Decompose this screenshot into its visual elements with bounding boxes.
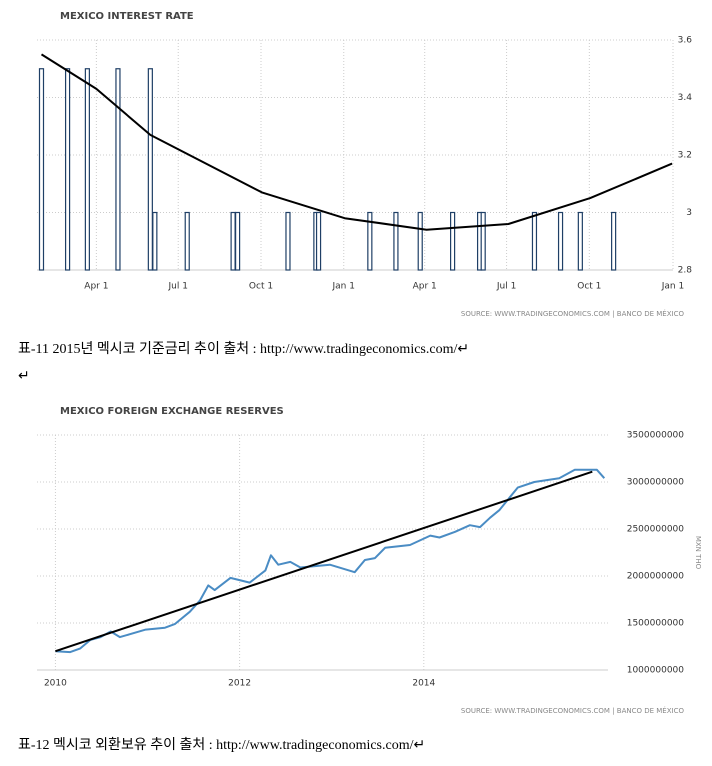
y-axis-label: MXN THO: [694, 536, 702, 570]
bar: [393, 211, 399, 271]
bar: [235, 211, 241, 271]
x-tick-label: Jul 1: [496, 282, 516, 292]
bar: [480, 211, 486, 271]
y-tick-label: 3500000000: [627, 431, 685, 441]
bar: [417, 211, 423, 271]
y-tick-label: 3.6: [678, 36, 693, 46]
bar: [147, 68, 153, 271]
line: [55, 470, 593, 653]
bar: [184, 211, 190, 271]
bar: [285, 211, 291, 271]
bar: [577, 211, 583, 271]
bar: [367, 211, 373, 271]
caption: 표-11 2015년 멕시코 기준금리 추이 출처 : http://www.t…: [18, 341, 469, 357]
y-tick-label: 3.4: [678, 93, 693, 103]
bar: [450, 211, 456, 271]
line: [40, 53, 673, 231]
caption: 표-12 멕시코 외환보유 추이 출처 : http://www.trading…: [18, 737, 425, 753]
bar: [38, 68, 45, 271]
bar: [315, 211, 322, 271]
bar: [84, 68, 90, 271]
y-tick-label: 2.8: [678, 266, 693, 276]
x-tick-label: 2010: [44, 679, 67, 689]
bar: [64, 68, 71, 271]
x-tick-label: 2012: [228, 679, 251, 689]
bar: [152, 211, 158, 271]
y-tick-label: 3: [686, 208, 692, 218]
chart-title: MEXICO FOREIGN EXCHANGE RESERVES: [60, 406, 284, 417]
source: SOURCE: WWW.TRADINGECONOMICS.COM | BANCO…: [461, 309, 685, 318]
x-tick-label: Oct 1: [249, 282, 273, 292]
x-tick-label: Jul 1: [168, 282, 188, 292]
chart-title: MEXICO INTEREST RATE: [60, 11, 194, 22]
x-tick-label: Jan 1: [661, 282, 684, 292]
y-tick-label: 3000000000: [627, 478, 685, 488]
bar: [531, 211, 538, 271]
bar: [230, 211, 236, 271]
bar: [611, 211, 617, 271]
y-tick-label: 3.2: [678, 151, 692, 161]
caption: ↵: [18, 369, 30, 384]
x-tick-label: Oct 1: [577, 282, 601, 292]
x-tick-label: Apr 1: [84, 282, 108, 292]
bar: [557, 211, 564, 271]
y-tick-label: 2500000000: [627, 525, 685, 535]
y-tick-label: 1000000000: [627, 666, 685, 676]
y-tick-label: 2000000000: [627, 572, 685, 582]
x-tick-label: Apr 1: [413, 282, 437, 292]
bar: [115, 68, 121, 271]
y-tick-label: 1500000000: [627, 619, 685, 629]
line: [55, 468, 606, 654]
x-tick-label: 2014: [412, 679, 435, 689]
source: SOURCE: WWW.TRADINGECONOMICS.COM | BANCO…: [461, 706, 685, 715]
x-tick-label: Jan 1: [332, 282, 355, 292]
